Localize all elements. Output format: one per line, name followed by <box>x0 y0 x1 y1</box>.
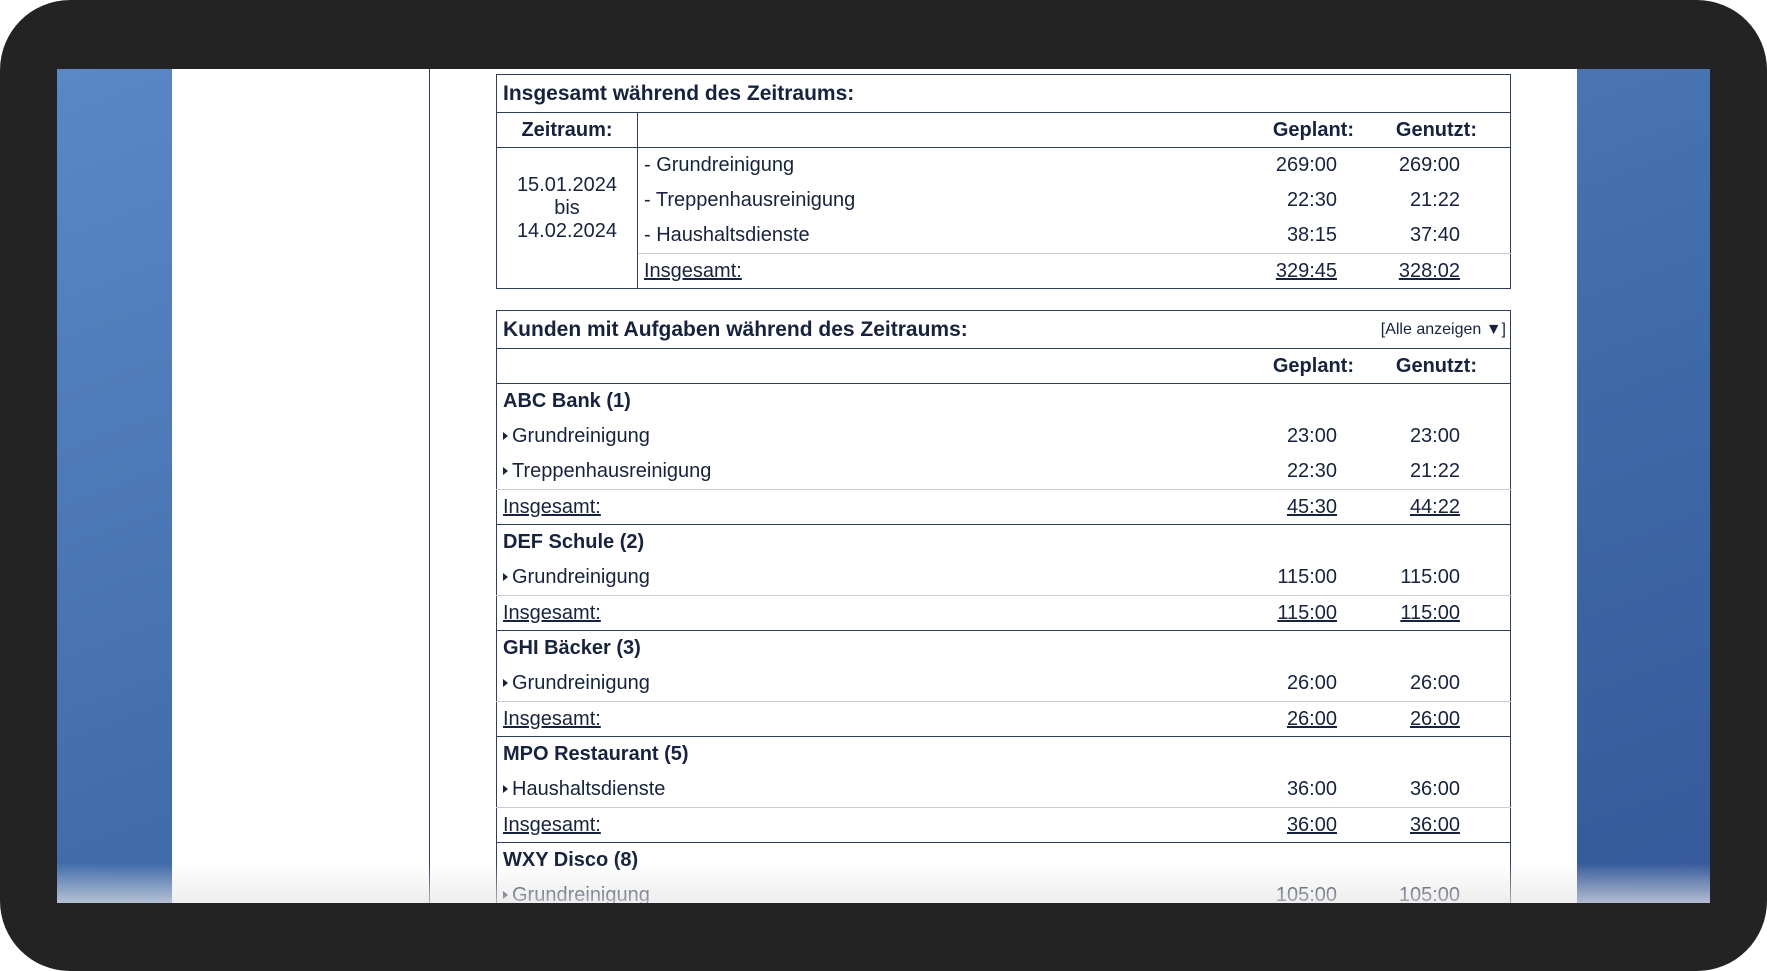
total-used: 44:22 <box>1354 489 1511 525</box>
expand-arrow <box>503 432 508 440</box>
customer-name: DEF Schule (2) <box>503 531 645 553</box>
customer-name: ABC Bank (1) <box>503 390 631 412</box>
task-row: Haushaltsdienste 36:00 36:00 <box>497 772 1511 808</box>
task-label: - Treppenhausreinigung <box>644 189 856 211</box>
planned: 36:00 <box>1286 778 1337 800</box>
planned: 26:00 <box>1286 672 1337 694</box>
planned: 115:00 <box>1277 566 1337 588</box>
header: Genutzt: <box>1354 112 1511 148</box>
total-label[interactable]: Insgesamt: <box>496 489 1211 525</box>
planned: 22:30 <box>1286 460 1337 482</box>
total-label[interactable]: Insgesamt: <box>637 253 1211 289</box>
total-used: 328:02 <box>1354 253 1511 289</box>
customer-row: ABC Bank (1) <box>497 384 1511 420</box>
summary-row: 15.01.2024 bis 14.02.2024 - Grundreinigung 2… <box>496 147 1511 289</box>
header: Geplant: <box>1211 348 1354 384</box>
total-row: Insgesamt: 115:00 115:00 <box>496 595 1511 631</box>
period-cell: 15.01.2024 bis 14.02.2024 <box>496 147 638 289</box>
customer-table: Kunden mit Aufgaben während des Zeitraum… <box>496 310 1511 903</box>
task-row: Grundreinigung 23:00 23:00 <box>497 419 1511 454</box>
summary-table: Insgesamt während des Zeitraums: Zeitrau… <box>496 74 1511 289</box>
total-planned: 26:00 <box>1211 701 1354 737</box>
total-planned: 45:30 <box>1211 489 1354 525</box>
total-planned: 36:00 <box>1211 807 1354 843</box>
task-cell[interactable]: Grundreinigung <box>497 666 1212 702</box>
planned: 22:30 <box>1286 189 1337 211</box>
period-text: bis <box>554 197 580 219</box>
task-label: - Haushaltsdienste <box>644 224 810 246</box>
summary-title: Insgesamt während des Zeitraums: <box>496 74 1511 113</box>
total-label[interactable]: Insgesamt: <box>496 595 1211 631</box>
task-row: Grundreinigung 115:00 115:00 <box>497 560 1511 596</box>
task-cell[interactable]: Grundreinigung <box>497 560 1212 596</box>
total-row: Insgesamt: 26:00 26:00 <box>496 701 1511 737</box>
used: 269:00 <box>1398 154 1460 176</box>
expand-arrow <box>503 467 508 475</box>
period-text: 14.02.2024 <box>516 220 618 242</box>
used: 23:00 <box>1409 425 1460 447</box>
total-row: Insgesamt: 329:45 328:02 <box>497 253 1511 289</box>
task-row: Treppenhausreinigung 22:30 21:22 <box>497 454 1511 490</box>
total-used: 36:00 <box>1354 807 1511 843</box>
task-row: Grundreinigung 26:00 26:00 <box>497 666 1511 702</box>
used: 36:00 <box>1409 778 1460 800</box>
task-cell[interactable]: Treppenhausreinigung <box>497 454 1212 490</box>
used: 21:22 <box>1409 189 1460 211</box>
used: 26:00 <box>1409 672 1460 694</box>
task-cell[interactable]: Haushaltsdienste <box>497 772 1212 808</box>
screen: Insgesamt während des Zeitraums: Zeitrau… <box>57 69 1710 903</box>
task-label: Grundreinigung <box>512 566 650 588</box>
task-label: Grundreinigung <box>512 672 650 694</box>
total-row: Insgesamt: 45:30 44:22 <box>496 489 1511 525</box>
planned: 269:00 <box>1275 154 1337 176</box>
used: 37:40 <box>1409 224 1460 246</box>
planned: 38:15 <box>1286 224 1337 246</box>
customer-row: DEF Schule (2) <box>497 525 1511 561</box>
used: 115:00 <box>1400 566 1460 588</box>
expand-arrow <box>503 573 508 581</box>
bottom-shadow <box>57 863 1710 903</box>
customer-name: MPO Restaurant (5) <box>503 743 689 765</box>
customer-title: Kunden mit Aufgaben während des Zeitraum… <box>496 310 1211 349</box>
total-label[interactable]: Insgesamt: <box>496 807 1211 843</box>
task-label: Grundreinigung <box>512 425 650 447</box>
expand-arrow <box>503 679 508 687</box>
expand-arrow <box>503 785 508 793</box>
divider <box>429 69 430 903</box>
total-used: 115:00 <box>1354 595 1511 631</box>
total-planned: 329:45 <box>1211 253 1354 289</box>
summary-row: - Haushaltsdienste 38:15 37:40 <box>497 218 1511 254</box>
task-label: - Grundreinigung <box>644 154 795 176</box>
summary-row: - Treppenhausreinigung 22:30 21:22 <box>497 183 1511 218</box>
total-planned: 115:00 <box>1211 595 1354 631</box>
customer-row: MPO Restaurant (5) <box>497 737 1511 773</box>
customer-name: GHI Bäcker (3) <box>503 637 641 659</box>
task-label: Treppenhausreinigung <box>512 460 712 482</box>
used: 21:22 <box>1409 460 1460 482</box>
header: Geplant: <box>1211 112 1354 148</box>
task-label: Haushaltsdienste <box>512 778 666 800</box>
task-cell[interactable]: Grundreinigung <box>497 419 1212 454</box>
total-used: 26:00 <box>1354 701 1511 737</box>
planned: 23:00 <box>1286 425 1337 447</box>
period-text: 15.01.2024 <box>516 174 618 196</box>
total-label[interactable]: Insgesamt: <box>496 701 1211 737</box>
content-page: Insgesamt während des Zeitraums: Zeitrau… <box>172 69 1577 903</box>
header: Zeitraum: <box>496 112 638 148</box>
show-all-toggle[interactable]: [Alle anzeigen ▼] <box>1211 310 1511 349</box>
header: Genutzt: <box>1354 348 1511 384</box>
total-row: Insgesamt: 36:00 36:00 <box>496 807 1511 843</box>
customer-row: GHI Bäcker (3) <box>497 631 1511 667</box>
